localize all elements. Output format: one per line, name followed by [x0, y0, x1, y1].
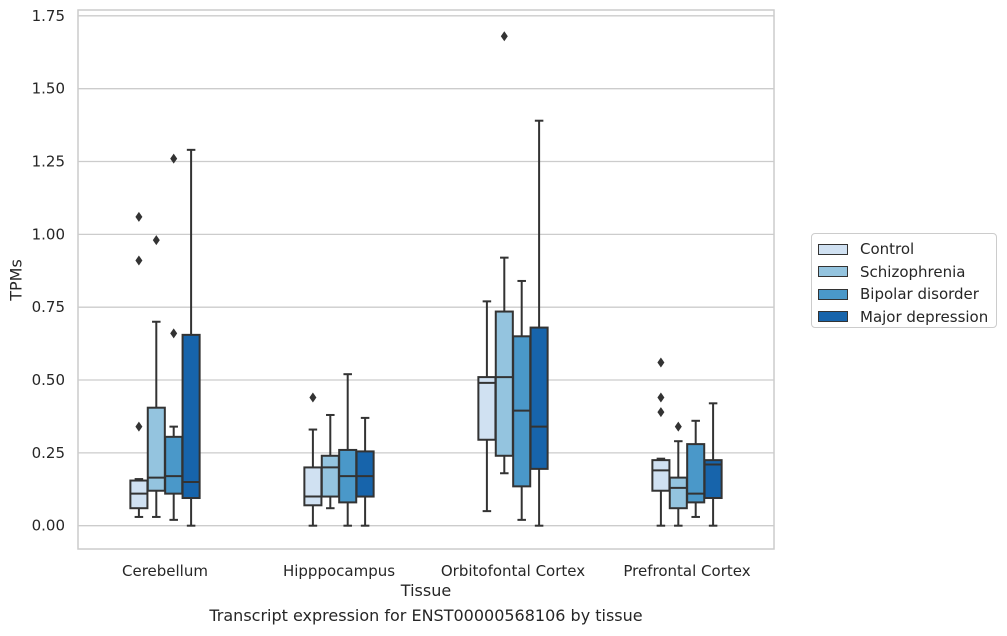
- box: [529, 326, 549, 470]
- legend-label-control: Control: [860, 240, 915, 259]
- legend-swatch-bipolar-disorder: [818, 288, 848, 300]
- outlier-point: [674, 421, 682, 432]
- y-tick-label: 1.25: [32, 153, 65, 171]
- box: [181, 333, 201, 500]
- box-group: [494, 31, 514, 475]
- legend-swatch-control: [818, 243, 848, 255]
- box: [164, 435, 184, 495]
- box: [320, 454, 340, 498]
- y-tick-label: 1.75: [32, 7, 65, 25]
- box: [494, 310, 514, 457]
- box: [668, 476, 688, 510]
- box: [303, 466, 323, 507]
- figure-caption: Transcript expression for ENST0000056810…: [209, 606, 643, 625]
- outlier-point: [657, 407, 665, 418]
- x-tick-label: Prefrontal Cortex: [623, 562, 750, 580]
- outlier-point: [309, 392, 317, 403]
- legend: Control Schizophrenia Bipolar disorder M…: [811, 233, 997, 328]
- box-group: [181, 148, 201, 527]
- legend-item-major-depression: Major depression: [818, 306, 996, 329]
- legend-swatch-schizophrenia: [818, 266, 848, 278]
- outlier-point: [657, 392, 665, 403]
- box-group: [703, 402, 723, 527]
- x-tick-label: Cerebellum: [122, 562, 208, 580]
- y-tick-labels: 0.00 0.25 0.50 0.75 1.00 1.25 1.50 1.75: [32, 7, 65, 535]
- box: [651, 459, 671, 492]
- box-group: [355, 416, 375, 527]
- y-axis-title: TPMs: [6, 259, 26, 301]
- outlier-point: [657, 357, 665, 368]
- x-tick-labels: Cerebellum Hipppocampus Orbitofontal Corte…: [122, 562, 751, 580]
- box-group: [338, 373, 358, 527]
- legend-swatch-major-depression: [818, 311, 848, 323]
- legend-item-schizophrenia: Schizophrenia: [818, 261, 996, 284]
- legend-item-control: Control: [818, 238, 996, 261]
- y-tick-label: 1.50: [32, 80, 65, 98]
- y-tick-label: 0.75: [32, 298, 65, 316]
- legend-label-bipolar-disorder: Bipolar disorder: [860, 285, 979, 304]
- box-group: [129, 211, 149, 518]
- box-group: [686, 419, 706, 518]
- x-tick-label: Orbitofontal Cortex: [441, 562, 585, 580]
- box-group: [529, 119, 549, 527]
- boxes: [129, 31, 723, 527]
- box: [477, 376, 497, 441]
- outlier-point: [135, 255, 143, 266]
- y-tick-label: 0.00: [32, 517, 65, 535]
- y-tick-label: 1.00: [32, 225, 65, 243]
- outlier-point: [170, 153, 178, 164]
- box: [703, 459, 723, 500]
- legend-item-bipolar-disorder: Bipolar disorder: [818, 283, 996, 306]
- box: [355, 450, 375, 498]
- box-group: [668, 421, 688, 527]
- x-tick-label: Hipppocampus: [283, 562, 395, 580]
- outlier-point: [152, 235, 160, 246]
- y-tick-label: 0.50: [32, 371, 65, 389]
- legend-label-schizophrenia: Schizophrenia: [860, 262, 966, 281]
- x-axis-title: Tissue: [400, 581, 452, 600]
- legend-label-major-depression: Major depression: [860, 307, 989, 326]
- outlier-point: [135, 211, 143, 222]
- box-group: [651, 357, 671, 527]
- outlier-point: [170, 328, 178, 339]
- box-group: [320, 413, 340, 510]
- outlier-point: [500, 31, 508, 42]
- box-group: [303, 392, 323, 527]
- box-group: [512, 279, 532, 521]
- box-group: [477, 300, 497, 513]
- box-group: [146, 235, 166, 518]
- plot-frame: [77, 9, 775, 550]
- box-group: [164, 153, 184, 521]
- outlier-point: [135, 421, 143, 432]
- y-tick-label: 0.25: [32, 444, 65, 462]
